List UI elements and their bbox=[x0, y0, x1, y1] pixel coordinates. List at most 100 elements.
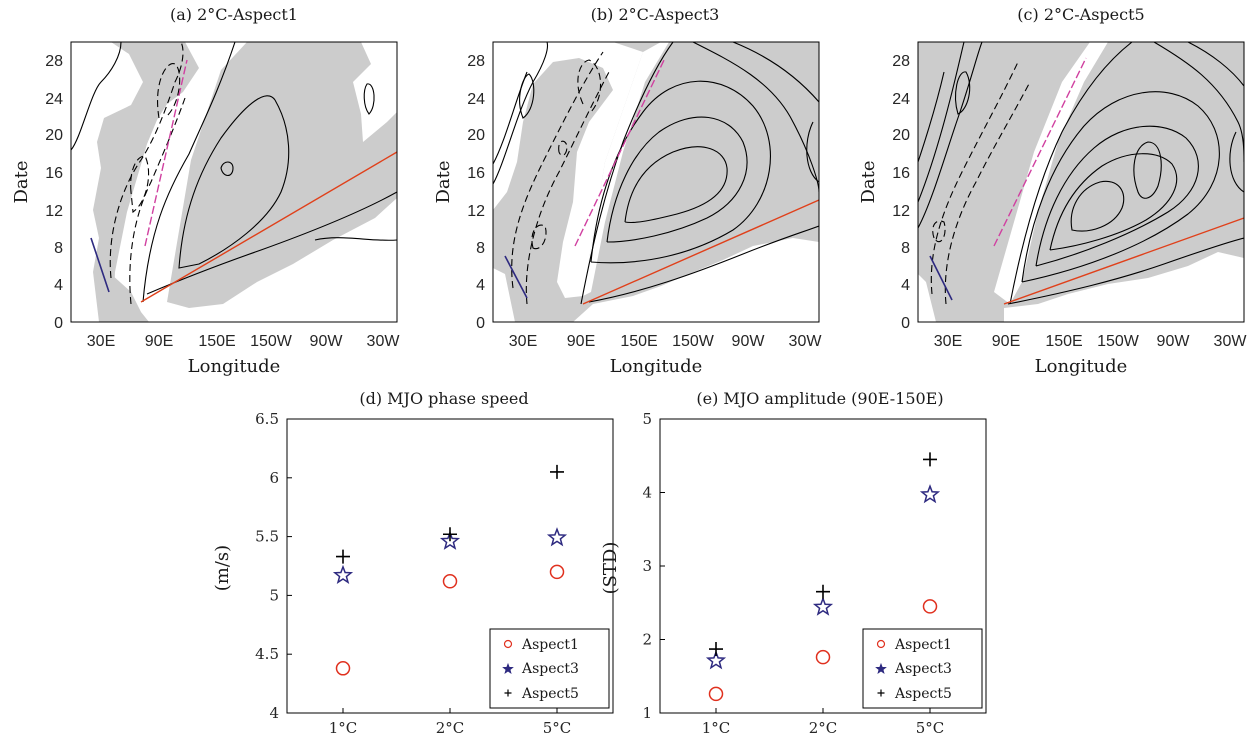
legend-marker-aspect5 bbox=[877, 689, 885, 697]
panel-a-dashed-contour bbox=[130, 155, 150, 214]
panel-c-contour bbox=[1007, 237, 1244, 305]
y-tick-label: 16 bbox=[892, 165, 910, 182]
panel-c-shading bbox=[918, 42, 1244, 322]
marker-aspect1 bbox=[815, 649, 831, 665]
x-tick-label: 90W bbox=[732, 333, 766, 350]
panel-b-ylabel: Date bbox=[433, 160, 454, 203]
y-tick-label: 28 bbox=[45, 53, 63, 70]
panel-b: (b) 2°C-Aspect3 bbox=[433, 5, 822, 377]
panel-c-yticks: 0 4 8 12 16 20 24 28 bbox=[892, 53, 910, 332]
panel-d-ylabel: (m/s) bbox=[212, 545, 233, 591]
panel-c-plot: 0 4 8 12 16 20 24 28 30E 90E 150E 150W 9… bbox=[858, 41, 1247, 377]
panel-a-blue-line bbox=[90, 237, 110, 293]
panel-b-plot: 0 4 8 12 16 20 24 28 30E 90E 150E 150W 9… bbox=[433, 41, 823, 377]
panel-b-dashed-contour bbox=[511, 51, 604, 289]
panel-e-plot: 1 2 3 4 5 1°C 2°C 5°C Aspect1 Aspect3 Aspect5 bbox=[642, 410, 987, 737]
panel-b-contour bbox=[606, 116, 748, 243]
panel-b-contour bbox=[493, 42, 549, 185]
y-tick-label: 8 bbox=[901, 240, 910, 257]
marker-aspect3 bbox=[812, 596, 834, 616]
panel-c-contour bbox=[1021, 91, 1220, 283]
legend-marker-aspect1 bbox=[876, 639, 886, 649]
panel-a-magenta-line bbox=[144, 59, 188, 247]
panel-b-speed-line bbox=[582, 199, 820, 305]
x-tick-label: 150E bbox=[620, 333, 657, 350]
panel-b-contour bbox=[692, 42, 819, 193]
panel-e-markers bbox=[705, 452, 941, 702]
panel-b-contour bbox=[588, 225, 819, 303]
x-tick-label: 150W bbox=[250, 333, 293, 350]
y-tick-label: 1 bbox=[642, 704, 652, 722]
legend-label-aspect3: Aspect3 bbox=[521, 661, 579, 677]
y-tick-label: 20 bbox=[467, 127, 485, 144]
panel-c-blue-line bbox=[929, 255, 953, 301]
marker-aspect5 bbox=[709, 642, 723, 657]
panel-c-ylabel: Date bbox=[858, 160, 879, 203]
panel-c-contour bbox=[918, 42, 965, 203]
panel-b-contour bbox=[806, 121, 819, 183]
marker-aspect3 bbox=[705, 650, 727, 670]
marker-aspect3 bbox=[439, 530, 461, 550]
y-tick-label: 16 bbox=[467, 165, 485, 182]
y-tick-label: 5 bbox=[642, 410, 652, 428]
y-tick-label: 4 bbox=[269, 704, 279, 722]
y-tick-label: 8 bbox=[476, 240, 485, 257]
marker-aspect1 bbox=[708, 686, 724, 702]
panel-c-magenta-line bbox=[993, 57, 1087, 247]
y-tick-label: 12 bbox=[45, 203, 63, 220]
panel-c-title: (c) 2°C-Aspect5 bbox=[1017, 5, 1144, 24]
y-tick-label: 24 bbox=[892, 91, 910, 108]
panel-c-contour bbox=[1009, 42, 1133, 305]
panel-c-contour bbox=[1049, 153, 1178, 251]
x-tick-label: 30W bbox=[789, 333, 823, 350]
x-tick-label: 90W bbox=[1157, 333, 1191, 350]
panel-a-contour bbox=[220, 161, 234, 177]
marker-aspect5 bbox=[923, 452, 937, 467]
y-tick-label: 5.5 bbox=[255, 528, 279, 546]
y-tick-label: 12 bbox=[892, 203, 910, 220]
panel-a-speed-line bbox=[140, 151, 398, 303]
y-tick-label: 24 bbox=[467, 91, 485, 108]
panel-b-contour bbox=[732, 42, 819, 103]
panel-d-yticks: 4 4.5 5 5.5 6 6.5 bbox=[255, 410, 292, 722]
y-tick-label: 2 bbox=[642, 631, 652, 649]
y-tick-label: 0 bbox=[901, 315, 910, 332]
legend-label-aspect1: Aspect1 bbox=[521, 637, 579, 653]
y-tick-label: 0 bbox=[54, 315, 63, 332]
panel-b-shading bbox=[493, 42, 819, 322]
marker-aspect1 bbox=[442, 574, 458, 589]
x-tick-label: 30W bbox=[367, 333, 401, 350]
panel-a-dashed-contour bbox=[109, 42, 184, 279]
panel-a-contour bbox=[71, 42, 122, 151]
y-tick-label: 4 bbox=[54, 277, 63, 294]
panel-b-title: (b) 2°C-Aspect3 bbox=[591, 5, 720, 24]
panel-d-legend: Aspect1 Aspect3 Aspect5 bbox=[489, 628, 610, 709]
panel-c-contour bbox=[1035, 125, 1199, 267]
y-tick-label: 20 bbox=[45, 127, 63, 144]
panel-b-xticks: 30E 90E 150E 150W 90W 30W bbox=[509, 333, 823, 350]
panel-e-yticks: 1 2 3 4 5 bbox=[642, 410, 665, 722]
panel-b-xlabel: Longitude bbox=[610, 356, 703, 377]
panel-e-legend: Aspect1 Aspect3 Aspect5 bbox=[862, 628, 983, 709]
panel-b-contour bbox=[624, 146, 728, 224]
panel-c-speed-line bbox=[1003, 217, 1245, 305]
x-tick-label: 90E bbox=[567, 333, 595, 350]
marker-aspect3 bbox=[919, 484, 941, 504]
x-tick-label: 2°C bbox=[436, 719, 465, 737]
panel-a-yticks: 0 4 8 12 16 20 24 28 bbox=[45, 53, 63, 332]
panel-e-ylabel: (STD) bbox=[600, 542, 621, 595]
x-tick-label: 150E bbox=[198, 333, 235, 350]
x-tick-label: 30E bbox=[509, 333, 537, 350]
panel-a-title: (a) 2°C-Aspect1 bbox=[170, 5, 298, 24]
panel-c-contour bbox=[1187, 42, 1244, 87]
panel-d-xticks: 1°C 2°C 5°C bbox=[329, 708, 571, 737]
panel-b-magenta-line bbox=[574, 57, 666, 247]
panel-b-contour bbox=[519, 73, 535, 119]
panel-a-dashed-contour bbox=[129, 97, 186, 305]
x-tick-label: 30E bbox=[934, 333, 962, 350]
marker-aspect5 bbox=[816, 584, 830, 599]
marker-aspect1 bbox=[549, 564, 565, 580]
marker-aspect5 bbox=[550, 464, 564, 479]
y-tick-label: 12 bbox=[467, 203, 485, 220]
